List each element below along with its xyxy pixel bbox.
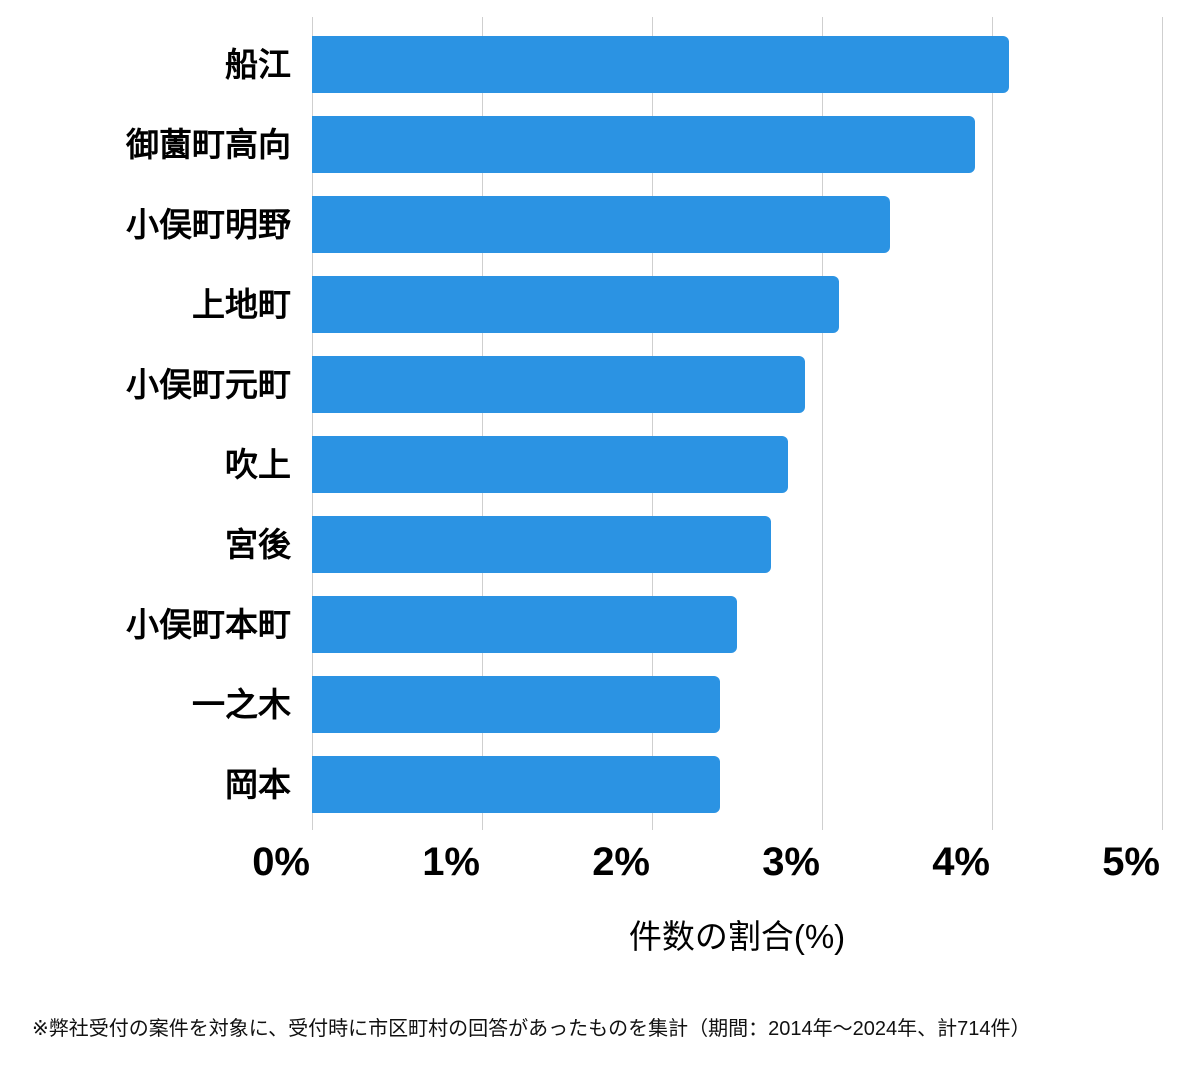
bar [312, 516, 771, 573]
footnote: ※弊社受付の案件を対象に、受付時に市区町村の回答があったものを集計（期間：201… [32, 1018, 1031, 1040]
bar [312, 276, 839, 333]
bar [312, 676, 720, 733]
category-label: 小俣町元町 [126, 366, 291, 403]
category-label: 船江 [225, 46, 291, 83]
bar [312, 36, 1009, 93]
bar [312, 196, 890, 253]
category-label: 小俣町明野 [126, 206, 291, 243]
gridline [992, 17, 993, 830]
bar [312, 756, 720, 813]
category-label: 吹上 [225, 446, 291, 483]
bar [312, 356, 805, 413]
category-label: 一之木 [192, 686, 291, 723]
category-label: 小俣町本町 [126, 606, 291, 643]
gridline [652, 17, 653, 830]
category-label: 上地町 [192, 286, 291, 323]
gridline [822, 17, 823, 830]
category-label: 岡本 [225, 766, 291, 803]
x-tick-label: 1% [422, 840, 480, 884]
bar [312, 116, 975, 173]
gridline [1162, 17, 1163, 830]
x-tick-label: 0% [252, 840, 310, 884]
bar [312, 436, 788, 493]
gridline [482, 17, 483, 830]
category-label: 宮後 [225, 526, 291, 563]
bar [312, 596, 737, 653]
category-label: 御薗町高向 [126, 126, 291, 163]
x-tick-label: 2% [592, 840, 650, 884]
x-tick-label: 4% [932, 840, 990, 884]
x-axis-title: 件数の割合(%) [628, 918, 846, 955]
gridline [312, 17, 313, 830]
x-tick-label: 5% [1102, 840, 1160, 884]
x-tick-label: 3% [762, 840, 820, 884]
